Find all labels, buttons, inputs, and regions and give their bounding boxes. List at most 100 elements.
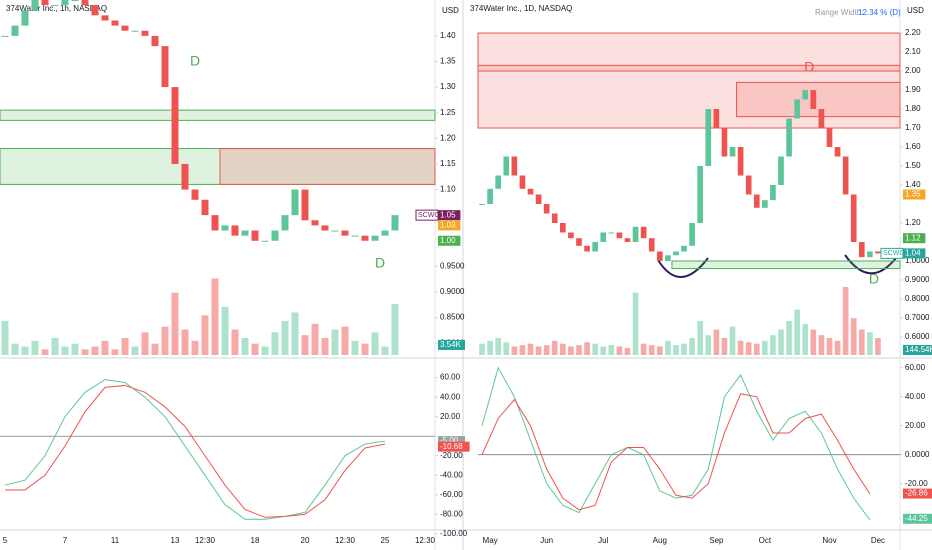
zone (477, 64, 901, 72)
badge (903, 488, 932, 499)
volume-bar (576, 345, 582, 355)
volume-bar (648, 345, 655, 355)
y-tick-label: 1.60 (905, 142, 921, 151)
y-tick-label: 2.10 (905, 47, 921, 56)
volume-bar (91, 346, 99, 355)
y-tick-label: 40.00 (440, 392, 461, 401)
badge (438, 339, 465, 350)
volume-bar (479, 343, 485, 355)
x-tick-label: 5 (3, 536, 8, 545)
candle (191, 189, 199, 200)
volume-bar (834, 340, 841, 355)
y-tick-label: 0.6000 (905, 332, 930, 341)
volume-bar (592, 343, 598, 355)
volume-bar (291, 312, 299, 355)
candle (640, 226, 647, 239)
oscillator-line (481, 393, 871, 511)
candle (1, 35, 9, 37)
y-tick-label: 1.90 (905, 85, 921, 94)
candle (802, 90, 809, 100)
candle (341, 230, 349, 236)
volume-bar (281, 321, 289, 355)
badge-label: -26.86 (905, 489, 928, 498)
volume-bar (51, 338, 59, 355)
oscillator-line (4, 379, 386, 520)
volume-bar (568, 346, 574, 355)
x-tick-label: 7 (63, 536, 68, 545)
x-tick-label: 13 (171, 536, 180, 545)
badge (438, 441, 470, 452)
candle (762, 200, 768, 208)
y-tick-label: 1.40 (905, 180, 921, 189)
volume-bar (131, 346, 139, 355)
y-tick-label: 1.20 (440, 133, 456, 142)
badge (438, 220, 461, 231)
volume-bar (810, 329, 817, 355)
badge (438, 436, 465, 447)
y-tick-label: 1.10 (440, 185, 456, 194)
candle (141, 30, 149, 36)
candle (576, 238, 582, 246)
volume-bar (519, 345, 526, 355)
volume-bar (551, 340, 558, 355)
y-tick-label: 1.50 (905, 161, 921, 170)
candle (551, 213, 558, 223)
candle (487, 188, 493, 204)
volume-bar (721, 338, 728, 355)
badge-label: 1.12 (905, 233, 921, 242)
zone (0, 109, 436, 121)
volume-bar (665, 340, 671, 355)
volume-bar (681, 343, 687, 355)
badge (903, 233, 926, 244)
volume-bar (511, 346, 518, 355)
oscillator-line (5, 384, 386, 518)
candle (713, 109, 720, 129)
y-tick-label: 1.0000 (905, 256, 930, 265)
candle (361, 235, 369, 241)
candle (689, 222, 695, 246)
y-tick-label: -100.00 (440, 529, 468, 538)
volume-bar (201, 315, 209, 355)
x-tick-label: Jul (598, 536, 608, 545)
candle (600, 232, 607, 242)
candle (11, 25, 19, 36)
volume-bar (111, 349, 119, 355)
x-tick-label: Sep (709, 536, 724, 545)
volume-bar (151, 343, 159, 355)
volume-bar (261, 346, 269, 355)
candle (71, 0, 79, 1)
candle (511, 156, 518, 176)
candle (61, 0, 69, 6)
candle (81, 0, 89, 6)
chart-title: 374Water Inc., 1h, NASDAQ (6, 4, 107, 13)
candle (311, 220, 319, 226)
y-tick-label: 2.20 (905, 28, 921, 37)
volume-bar (802, 323, 809, 355)
candle (665, 255, 671, 261)
badge-label: -44.25 (905, 514, 928, 523)
zone (736, 81, 901, 118)
y-tick-label: 1.35 (440, 57, 456, 66)
volume-bar (171, 292, 179, 355)
candle (875, 251, 881, 254)
candle (656, 251, 663, 261)
volume-bar (31, 340, 39, 355)
candle (810, 90, 817, 110)
candle (753, 194, 760, 208)
candle (241, 230, 249, 236)
annotation: D (375, 255, 385, 271)
volume-bar (705, 335, 712, 355)
volume-bar (560, 343, 566, 355)
candle (568, 232, 574, 239)
volume-bar (41, 349, 49, 355)
candle (778, 156, 784, 186)
volume-bar (632, 292, 639, 355)
x-tick-label: Dec (871, 536, 885, 545)
candle (867, 251, 873, 258)
candle (503, 156, 510, 176)
annotation: D (869, 271, 879, 287)
candle (21, 10, 29, 26)
annotation: D (804, 59, 814, 75)
